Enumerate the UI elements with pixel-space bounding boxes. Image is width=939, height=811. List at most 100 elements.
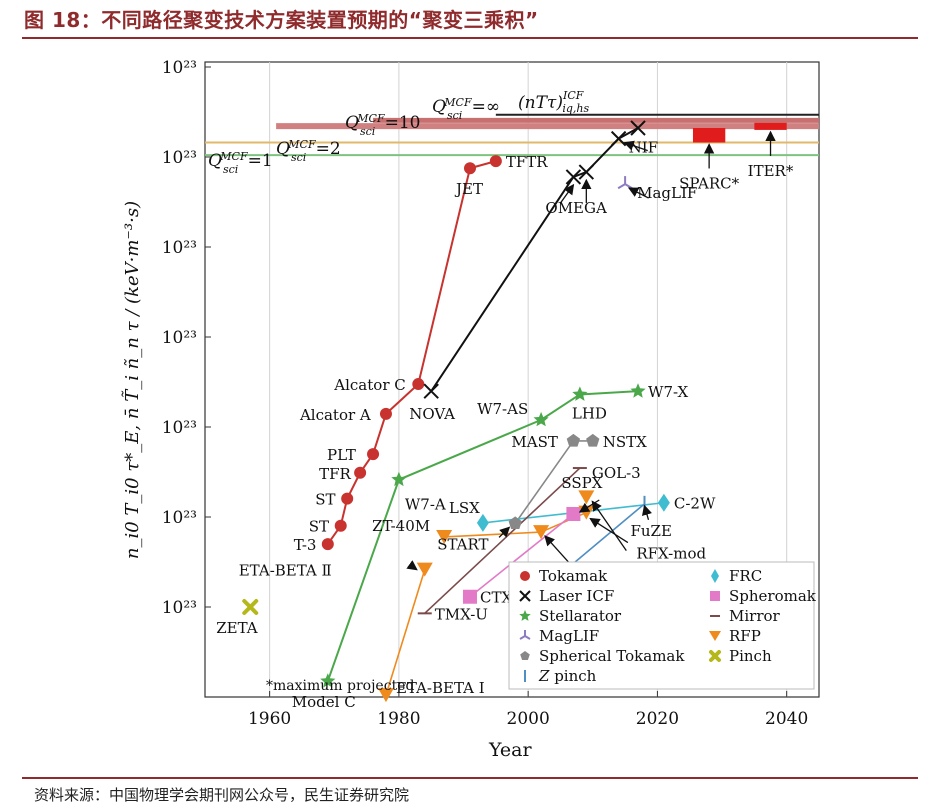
point-frc-lsx (476, 513, 489, 532)
label-arrow-0 (559, 183, 575, 204)
legend-marker-pinch-b (709, 650, 721, 662)
projection-iter (754, 122, 787, 130)
point-tokamak-plt (367, 448, 380, 461)
point-tokamak-tfr (354, 466, 367, 479)
legend-label-stellarator: Stellarator (539, 607, 622, 625)
legend-marker-rfp (709, 631, 721, 641)
threshold-layer (205, 113, 819, 157)
legend-label-spherical-tokamak: Spherical Tokamak (539, 647, 685, 665)
threshold-label-icf: (nTτ)ICF iq,hs (518, 89, 590, 115)
x-tick-label-1980: 1980 (377, 709, 420, 729)
connection-line-7 (469, 513, 574, 598)
point-spheromak-ctx (462, 589, 477, 604)
label-spherical-tokamak-nstx-1: NSTX (603, 433, 647, 451)
label-spheromak-ctx-0: CTX (480, 589, 512, 607)
point-laser-icf-nova-b (423, 383, 439, 399)
axis-layer: 1960 1980 2000 2020 2040 10²³ 10²³ 10²³ 10²³ 10²³… (162, 58, 809, 729)
point-rfp-zt-40m (436, 529, 453, 544)
legend-marker-spherical-tokamak (520, 651, 530, 660)
label-stellarator-w7-as-2: W7-AS (477, 400, 528, 418)
projection-sparc (692, 128, 726, 143)
point-spheromak-sspx (566, 506, 581, 521)
legend-label-tokamak: Tokamak (539, 567, 608, 585)
label-mirror-gol-3-1: GOL-3 (592, 464, 641, 482)
threshold-label-q1: QsciMCF=1 (208, 150, 273, 176)
legend-label-pinch: Pinch (729, 647, 772, 665)
label-rfp-eta-beta-0: ETA-BETA Ⅰ (396, 679, 485, 697)
x-tick-label-2000: 2000 (507, 709, 550, 729)
series-line-tokamak (326, 160, 497, 545)
threshold-label-q2: QsciMCF=2 (276, 138, 341, 164)
arrow-layer (406, 130, 776, 577)
point-tokamak-alcator-a (379, 407, 392, 420)
x-tick-label-1960: 1960 (248, 709, 291, 729)
label-arrow-11 (578, 499, 600, 513)
label-arrow-10 (589, 517, 629, 544)
y-tick-label-2: 10²³ (162, 418, 197, 438)
point-frc-c-2w (657, 493, 670, 512)
point-spherical-tokamak-start (508, 516, 522, 529)
y-tick-label-3: 10²³ (162, 328, 197, 348)
label-spherical-tokamak-start-2: START (437, 535, 488, 553)
legend-marker-tokamak (520, 571, 530, 581)
point-laser-icf-nif-b (610, 130, 627, 147)
label-maglif-maglif-0: MagLIF (637, 184, 697, 202)
label-arrow-6 (406, 560, 418, 571)
label-tokamak-tftr-8: TFTR (506, 153, 548, 171)
legend-marker-maglif-c (524, 635, 531, 640)
legend-marker-laser-icf (519, 590, 531, 602)
point-rfp-eta-beta (416, 562, 433, 577)
label-spheromak-sspx-1: SSPX (561, 474, 602, 492)
plot-frame (204, 61, 820, 698)
label-tokamak-t-3-0: T-3 (294, 536, 317, 554)
legend-marker-spheromak (710, 591, 720, 601)
point-tokamak-st (341, 492, 354, 505)
label-tokamak-alcator-c-6: Alcator C (333, 376, 405, 394)
point-laser-icf-nova (423, 383, 439, 399)
legend-box (508, 561, 815, 690)
label-arrow-7 (498, 526, 511, 538)
point-laser-icf-unlabeled-4 (630, 120, 646, 136)
y-tick-label-0: 10²³ (162, 598, 197, 618)
connection-line-8 (424, 467, 581, 614)
label-tokamak-tfr-3: TFR (319, 465, 351, 483)
label-tokamak-st-2: ST (315, 491, 335, 509)
label-stellarator-w7-x-4: W7-X (648, 383, 688, 401)
label-tokamak-alcator-a-5: Alcator A (299, 406, 371, 424)
label-tokamak-plt-4: PLT (327, 446, 356, 464)
legend-label-mirror: Mirror (729, 607, 781, 625)
label-laser-icf-omega-1: OMEGA (545, 199, 607, 217)
point-stellarator-model-c (320, 673, 336, 688)
legend-label-laser-icf: Laser ICF (539, 587, 614, 605)
title-underline (22, 37, 918, 39)
label-pinch-zeta-0: ZETA (216, 619, 258, 637)
label-arrow-2 (623, 140, 648, 152)
connection-line-3 (514, 440, 575, 524)
label-arrow-12 (641, 504, 652, 521)
label-rfp-zt-40m-2: ZT-40M (372, 517, 430, 535)
legend-label-z-pinch: Z pinch (538, 667, 597, 685)
source-note: 资料来源：中国物理学会期刊网公众号，民生证券研究院 (34, 786, 410, 804)
label-tokamak-st-1: ST (309, 518, 329, 536)
point-tokamak-tftr (489, 155, 502, 168)
label-projection-iter: ITER* (748, 162, 794, 180)
point-stellarator-w7-a (391, 471, 407, 487)
point-laser-icf-omega-b (565, 169, 582, 185)
legend-marker-maglif (519, 630, 531, 640)
label-rfp-rfx-mod-4: RFX-mod (636, 545, 706, 563)
y-tick-label-5: 10²³ (162, 148, 197, 168)
point-stellarator-w7-x (630, 383, 646, 398)
label-arrow-3 (627, 187, 649, 199)
point-rfp-eta-beta (377, 688, 394, 703)
annotation-maximum-projected: *maximum projected (266, 678, 414, 694)
label-frc-c-2w-1: C-2W (674, 495, 716, 513)
projection-layer (692, 122, 787, 143)
point-laser-icf-unlabeled-2-b (578, 164, 595, 180)
x-axis-title: Year (488, 739, 532, 761)
point-laser-icf-nif (610, 130, 627, 147)
point-maglif-maglif-b (617, 183, 626, 190)
point-pinch-zeta-b (242, 599, 259, 615)
legend-label-maglif: MagLIF (539, 627, 599, 645)
